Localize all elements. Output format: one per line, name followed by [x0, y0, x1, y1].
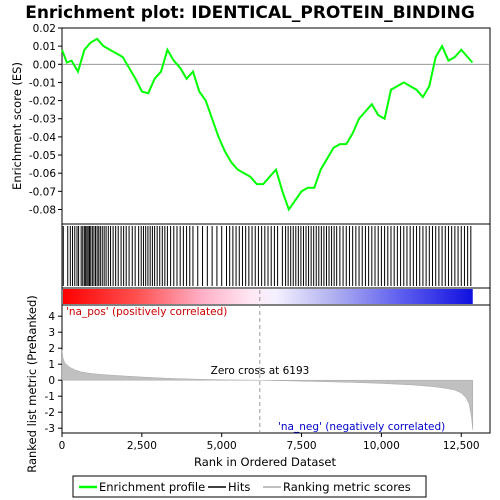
x-tick-label: 12,500: [443, 440, 480, 452]
rank-colorbar-panel: [61, 287, 491, 306]
rank-colorbar: [63, 289, 473, 304]
neg-correlated-label: 'na_neg' (negatively correlated): [278, 421, 445, 433]
ranking-metric-area: [61, 349, 474, 430]
es-y-tick-label: -0.05: [29, 150, 56, 162]
zero-cross-annotation: Zero cross at 6193: [211, 365, 310, 377]
metric-y-tick-label: 0: [48, 375, 55, 387]
enrichment-y-axis-label: Enrichment score (ES): [10, 62, 24, 190]
es-y-tick-label: -0.07: [29, 186, 56, 198]
legend-hits-label: Hits: [228, 480, 250, 494]
x-tick-label: 5,000: [207, 440, 237, 452]
enrichment-y-ticks: 0.02 0.01 0.00 -0.01 -0.02 -0.03 -0.04 -0.05 -0.…: [29, 23, 62, 216]
es-y-tick-label: 0.01: [33, 41, 56, 53]
es-y-tick-label: -0.03: [29, 114, 56, 126]
enrichment-panel-frame: [61, 27, 491, 225]
es-y-tick-label: -0.01: [29, 77, 56, 89]
hit-lines: [62, 226, 472, 286]
es-y-tick-label: -0.02: [29, 96, 56, 108]
metric-y-ticks: 4 3 2 1 0 -1 -2 -3: [45, 311, 62, 435]
legend-enrichment-label: Enrichment profile: [99, 480, 205, 494]
hits-panel-frame: [61, 223, 491, 289]
legend-box: [72, 475, 427, 498]
es-y-tick-label: -0.06: [29, 168, 56, 180]
hits-panel: [61, 223, 491, 289]
metric-y-tick-label: -2: [45, 407, 55, 419]
chart-title: Enrichment plot: IDENTICAL_PROTEIN_BINDI…: [25, 3, 475, 23]
metric-y-tick-label: 3: [48, 327, 55, 339]
x-tick-label: 10,000: [363, 440, 400, 452]
x-tick-label: 0: [59, 440, 66, 452]
x-tick-label: 7,500: [287, 440, 317, 452]
x-tick-label: 2,500: [127, 440, 157, 452]
es-y-tick-label: 0.00: [33, 59, 56, 71]
metric-y-tick-label: 4: [48, 311, 55, 323]
ranked-metric-panel: 4 3 2 1 0 -1 -2 -3 0 2,500 5,000 7,500 10,000 12,500…: [25, 290, 491, 473]
metric-y-tick-label: 1: [48, 359, 55, 371]
metric-y-tick-label: -1: [45, 391, 55, 403]
metric-y-tick-label: -3: [45, 423, 55, 435]
enrichment-profile-line: [61, 37, 474, 212]
x-axis-label: Rank in Ordered Dataset: [194, 455, 337, 469]
metric-y-axis-label: Ranked list metric (PreRanked): [25, 295, 39, 473]
x-axis-ticks: 0 2,500 5,000 7,500 10,000 12,500: [59, 433, 480, 452]
legend: Enrichment profile Hits Ranking metric s…: [72, 475, 427, 498]
enrichment-score-panel: 0.02 0.01 0.00 -0.01 -0.02 -0.03 -0.04 -0.05 -0.…: [10, 23, 491, 225]
legend-metric-label: Ranking metric scores: [283, 480, 411, 494]
es-y-tick-label: -0.04: [29, 132, 56, 144]
pos-correlated-label: 'na_pos' (positively correlated): [66, 306, 227, 318]
es-y-tick-label: 0.02: [33, 23, 56, 35]
metric-panel-frame: [61, 304, 491, 434]
es-y-tick-label: -0.08: [29, 204, 56, 216]
metric-y-tick-label: 2: [48, 343, 55, 355]
